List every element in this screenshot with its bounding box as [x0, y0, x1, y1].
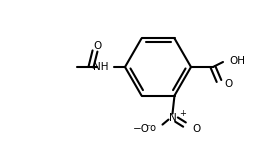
Text: O: O: [93, 41, 101, 51]
Text: ⁻o: ⁻o: [145, 123, 156, 133]
Text: −O: −O: [133, 124, 149, 134]
Text: +: +: [180, 109, 186, 118]
Text: N: N: [169, 113, 176, 123]
Text: O: O: [192, 124, 201, 134]
Text: O: O: [224, 79, 232, 89]
Text: OH: OH: [229, 56, 245, 66]
Text: NH: NH: [93, 62, 109, 72]
